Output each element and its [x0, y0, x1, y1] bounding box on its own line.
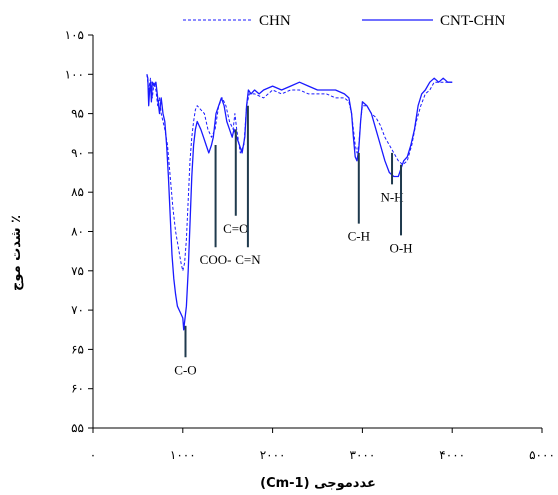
- series-layer: [146, 74, 453, 331]
- y-tick-label: ۸۰: [71, 225, 84, 239]
- x-axis-title: (Cm-1) عددموجی: [260, 476, 376, 491]
- y-tick-label: ۷۰: [71, 303, 84, 317]
- y-axis-title: شدت موج ٪: [9, 215, 24, 291]
- annotation-label: O-H: [389, 240, 412, 255]
- x-tick-label: ۴۰۰۰: [439, 448, 465, 462]
- annotation-label: COO-: [200, 252, 232, 267]
- axes: ۵۵ ۶۰ ۶۵ ۷۰ ۷۵ ۸۰ ۸۵ ۹۰ ۹۵ ۱۰۰ ۱۰۵ ۰ ۱۰۰۰ ۲۰۰۰ ۳۰۰۰ ۴۰۰…: [65, 28, 555, 462]
- x-tick-label: ۵۰۰۰: [529, 448, 555, 462]
- y-tick-label: ۶۵: [71, 342, 84, 356]
- y-tick-label: ۵۵: [71, 421, 84, 435]
- annotation-label: C=N: [235, 252, 261, 267]
- legend-label-chn: CHN: [259, 13, 291, 29]
- y-tick-label: ۹۵: [71, 107, 84, 121]
- y-tick-label: ۱۰۰: [65, 67, 84, 81]
- annotation-label: C=O: [223, 221, 248, 236]
- annotation-layer: C-O COO- C=O C=N C-H N-H O-H: [174, 105, 413, 377]
- x-tick-label: ۲۰۰۰: [260, 448, 286, 462]
- legend: CHN CNT-CHN: [183, 13, 505, 29]
- x-tick-label: ۳۰۰۰: [350, 448, 376, 462]
- x-tick-label: ۱۰۰۰: [170, 448, 196, 462]
- y-tick-label: ۱۰۵: [65, 28, 84, 42]
- annotation-label: N-H: [380, 189, 403, 204]
- y-tick-label: ۸۵: [71, 185, 84, 199]
- series-line-cnt-chn: [146, 74, 453, 331]
- annotation-label: C-O: [174, 362, 196, 377]
- annotation-label: C-H: [348, 229, 370, 244]
- y-tick-label: ۷۵: [71, 264, 84, 278]
- x-tick-label: ۰: [90, 448, 96, 462]
- legend-label-cnt-chn: CNT-CHN: [440, 13, 505, 29]
- y-tick-label: ۹۰: [71, 146, 84, 160]
- y-tick-label: ۶۰: [71, 382, 84, 396]
